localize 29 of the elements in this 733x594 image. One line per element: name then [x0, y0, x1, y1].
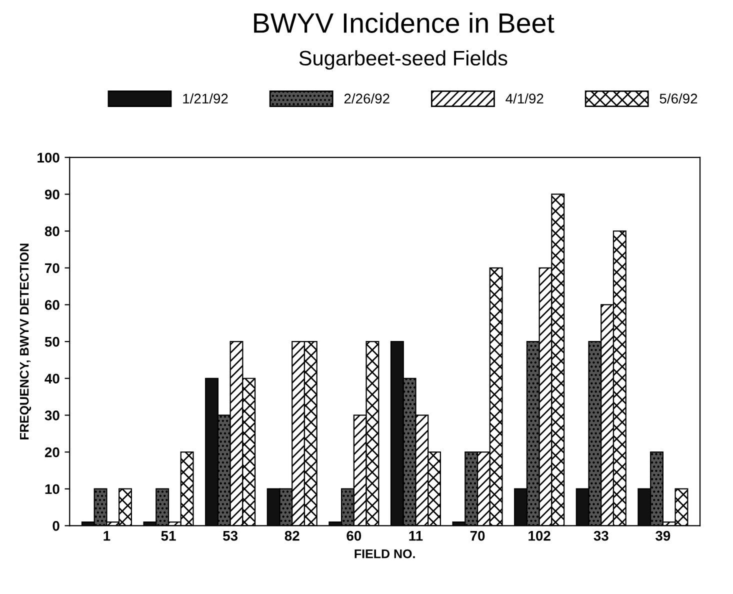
y-tick-label: 60: [44, 300, 60, 310]
x-tick-label: 70: [470, 530, 485, 541]
y-tick-label: 20: [44, 447, 60, 458]
y-tick-label: 10: [45, 484, 60, 494]
y-axis-title: FREQUENCY, BWYV DETECTION: [20, 244, 32, 440]
y-tick-label: 100: [38, 152, 60, 163]
y-tick-label: 50: [44, 336, 60, 347]
x-tick-label: 33: [594, 530, 608, 541]
legend-label: 1/21/92: [183, 93, 228, 104]
x-tick-label: 102: [528, 530, 550, 541]
x-axis-title: FIELD NO.: [354, 549, 415, 558]
y-tick-label: 70: [45, 263, 60, 274]
x-tick-label: 11: [409, 531, 423, 541]
y-tick-label: 0: [52, 521, 60, 531]
x-tick-label: 82: [284, 530, 300, 541]
x-tick-label: 1: [104, 531, 110, 541]
y-tick-label: 40: [44, 374, 60, 384]
chart-title: BWYV Incidence in Beet: [254, 12, 554, 33]
legend-label: 4/1/92: [506, 93, 544, 104]
x-tick-label: 60: [346, 530, 362, 541]
y-tick-label: 30: [44, 410, 60, 420]
legend-label: 5/6/92: [660, 93, 698, 104]
x-tick-label: 39: [656, 530, 670, 541]
y-tick-label: 90: [44, 190, 60, 200]
y-tick-label: 80: [44, 226, 60, 236]
x-tick-label: 53: [223, 530, 238, 541]
chart-subtitle: Sugarbeet-seed Fields: [299, 50, 508, 70]
x-tick-label: 51: [161, 531, 176, 541]
legend-label: 2/26/92: [344, 93, 390, 104]
